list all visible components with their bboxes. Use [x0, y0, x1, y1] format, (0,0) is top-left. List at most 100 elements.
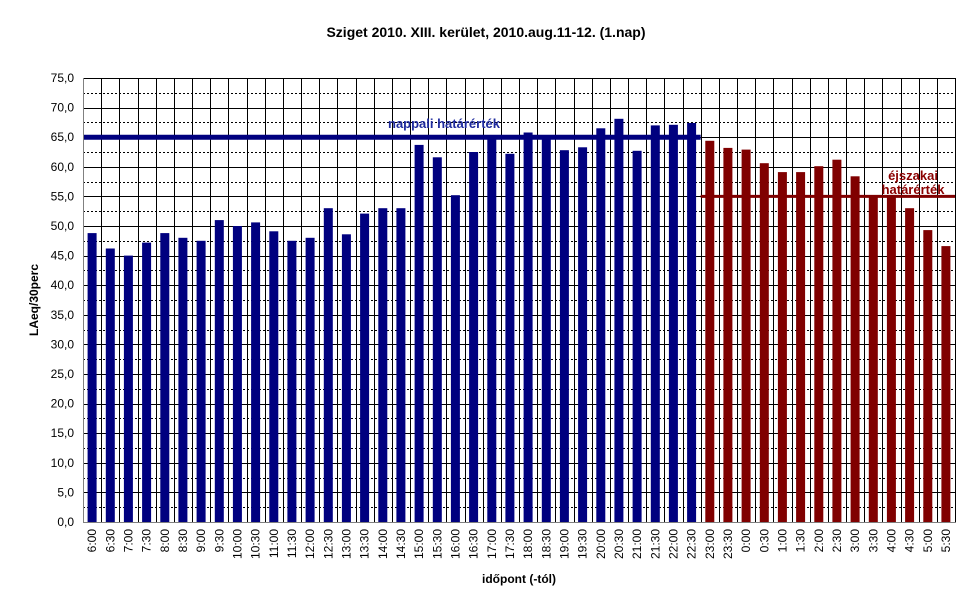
x-tick-label: 12:00	[303, 529, 317, 559]
y-tick-label: 20,0	[51, 397, 75, 411]
x-tick-label: 5:30	[939, 529, 953, 553]
x-tick-label: 20:00	[594, 529, 608, 559]
x-tick-label: 11:00	[267, 529, 281, 558]
x-tick-label: 14:30	[394, 529, 408, 559]
y-tick-label: 45,0	[51, 249, 75, 263]
bar-1800	[523, 132, 533, 522]
y-tick-label: 55,0	[51, 189, 75, 203]
x-tick-label: 16:00	[448, 529, 462, 559]
bar-2000	[596, 128, 606, 523]
x-tick-labels: 6:00 6:30 7:00 7:30 8:00 8:30 9:00 9:30 10:00 10:…	[85, 529, 953, 559]
x-tick-label: 1:00	[775, 529, 789, 553]
x-tick-label: 15:00	[412, 529, 426, 559]
bar-1630	[469, 152, 479, 522]
x-tick-label: 10:30	[249, 529, 263, 559]
bar-300	[850, 176, 860, 523]
x-tick-label: 18:00	[521, 529, 535, 559]
bar-1830	[541, 138, 551, 522]
y-tick-label: 0,0	[57, 515, 74, 529]
x-tick-label: 10:00	[230, 529, 244, 559]
bars	[87, 118, 951, 523]
bar-700	[123, 255, 133, 522]
bar-130	[796, 172, 806, 522]
x-tick-label: 4:30	[903, 529, 917, 553]
y-tick-label: 15,0	[51, 426, 75, 440]
day-limit-label: nappali határérték	[388, 116, 501, 131]
bar-1300	[341, 234, 351, 523]
gridlines	[83, 78, 956, 523]
bar-800	[160, 233, 170, 522]
bar-400	[886, 196, 896, 522]
y-tick-label: 35,0	[51, 308, 75, 322]
x-tick-label: 5:00	[921, 529, 935, 553]
x-tick-label: 21:00	[630, 529, 644, 559]
bar-730	[142, 242, 152, 522]
bar-200	[814, 166, 824, 522]
reference-lines	[83, 134, 955, 198]
bar-930	[214, 220, 224, 522]
x-tick-label: 8:30	[176, 529, 190, 553]
bar-1430	[396, 208, 406, 522]
night-limit-label-line2: határérték	[882, 182, 946, 197]
y-tick-label: 60,0	[51, 160, 75, 174]
x-tick-label: 9:30	[212, 529, 226, 553]
bar-1400	[378, 208, 388, 522]
bar-1900	[559, 150, 569, 522]
bar-2200	[668, 124, 678, 523]
x-tick-label: 13:30	[358, 529, 372, 559]
bar-1700	[487, 137, 497, 522]
x-tick-label: 19:30	[576, 529, 590, 559]
x-tick-label: 0:30	[757, 529, 771, 553]
x-tick-label: 15:30	[430, 529, 444, 559]
bar-1530	[432, 157, 442, 523]
y-axis-label: LAeq/30perc	[27, 264, 41, 336]
x-tick-label: 22:00	[666, 529, 680, 559]
y-tick-labels: 0,0 5,0 10,0 15,0 20,0 25,0 30,0 35,0 40,0 45,0 50…	[51, 71, 75, 529]
x-tick-label: 3:00	[848, 529, 862, 553]
y-tick-label: 5,0	[57, 485, 74, 499]
bar-1500	[414, 144, 424, 522]
bar-900	[196, 240, 206, 523]
bar-1030	[251, 222, 261, 522]
bar-230	[832, 159, 842, 522]
bar-830	[178, 237, 188, 523]
bar-2330	[723, 147, 733, 522]
bar-2130	[650, 125, 660, 523]
x-tick-label: 23:00	[703, 529, 717, 559]
bar-330	[868, 195, 878, 522]
x-tick-label: 14:00	[376, 529, 390, 559]
y-tick-label: 30,0	[51, 337, 75, 351]
bar-1200	[305, 237, 315, 523]
x-tick-label: 6:00	[85, 529, 99, 553]
bar-1230	[323, 208, 333, 522]
y-tick-label: 50,0	[51, 219, 75, 233]
bar-000	[741, 149, 751, 522]
x-tick-label: 13:00	[339, 529, 353, 559]
x-tick-label: 17:00	[485, 529, 499, 559]
x-tick-label: 2:30	[830, 529, 844, 553]
bar-2030	[614, 118, 624, 523]
x-tick-label: 7:00	[121, 529, 135, 553]
bar-100	[777, 172, 787, 522]
x-tick-label: 7:30	[140, 529, 154, 553]
x-axis-label: időpont (-tól)	[482, 572, 556, 586]
x-tick-label: 9:00	[194, 529, 208, 553]
bar-630	[105, 248, 115, 522]
night-limit-label-line1: éjszakai	[888, 168, 938, 183]
bar-2100	[632, 150, 642, 523]
x-tick-label: 12:30	[321, 529, 335, 559]
x-tick-label: 17:30	[503, 529, 517, 559]
x-tick-label: 19:00	[557, 529, 571, 559]
y-tick-label: 25,0	[51, 367, 75, 381]
x-tick-label: 22:30	[685, 529, 699, 559]
y-tick-label: 10,0	[51, 456, 75, 470]
bar-1730	[505, 153, 515, 523]
x-tick-label: 8:00	[158, 529, 172, 553]
x-tick-label: 0:00	[739, 529, 753, 553]
bar-1130	[287, 240, 297, 523]
bar-1330	[360, 213, 370, 522]
bar-1100	[269, 231, 279, 523]
y-tick-label: 70,0	[51, 101, 75, 115]
